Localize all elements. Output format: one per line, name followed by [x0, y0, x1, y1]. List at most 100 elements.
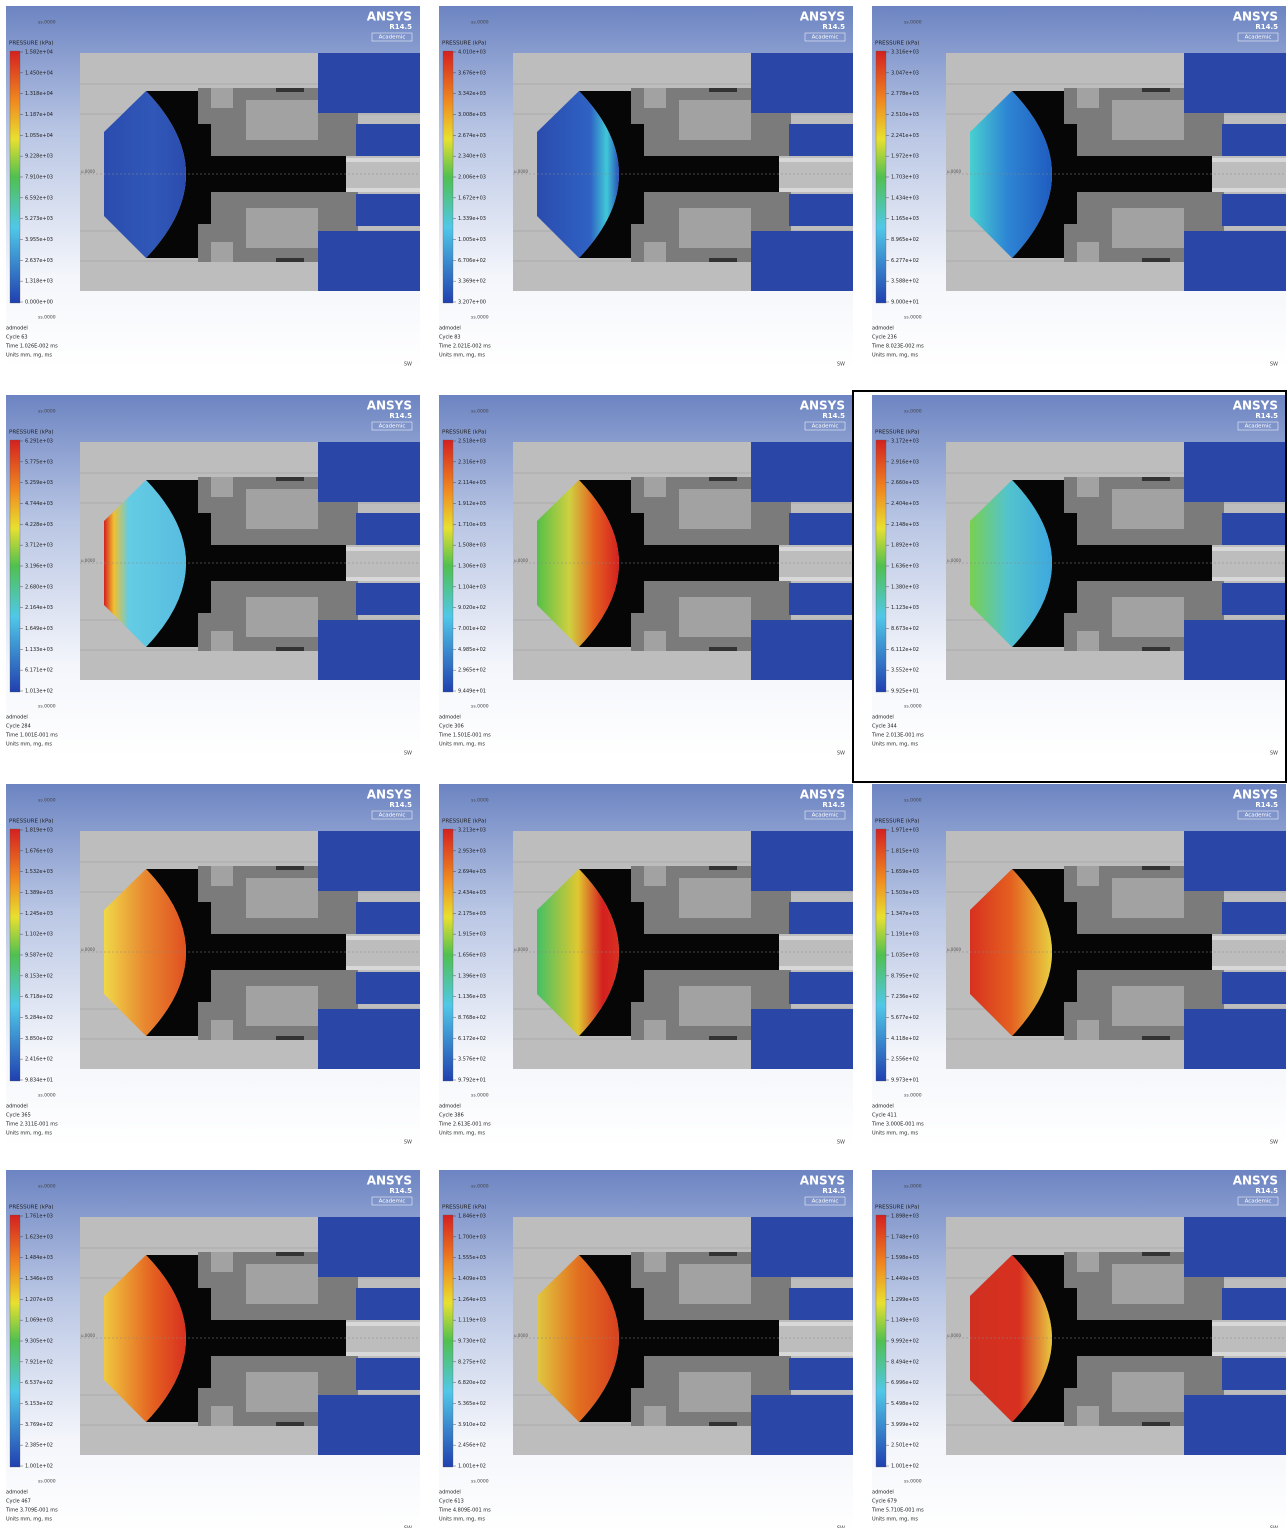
cycle: Cycle 63: [6, 335, 28, 341]
housing-slot: [276, 477, 304, 481]
scale-label: ss.0000: [471, 1093, 489, 1099]
housing-part: [644, 477, 666, 497]
legend-label: 1.710e+03: [458, 522, 486, 528]
housing-slot: [709, 1252, 737, 1256]
legend-label: 1.133e+03: [25, 647, 53, 653]
blue-region: [789, 902, 853, 934]
legend-label: 2.175e+03: [458, 911, 486, 917]
legend-label: 4.985e+02: [458, 647, 486, 653]
housing-part: [1112, 1372, 1184, 1412]
legend-label: 3.369e+02: [458, 279, 486, 285]
view-label: SW: [1270, 1140, 1278, 1146]
scale-label: ss.0000: [471, 1479, 489, 1485]
housing-part: [679, 597, 751, 637]
axis-label: u.0000: [514, 947, 528, 952]
legend-label: 3.172e+03: [891, 439, 919, 445]
blue-region: [1184, 1009, 1286, 1069]
panel: ANSYSR14.5Academicss.0000PRESSURE (kPa)1…: [438, 1170, 853, 1528]
scale-label: ss.0000: [904, 20, 922, 26]
units: Units mm, mg, ms: [6, 353, 52, 359]
brand: ANSYS: [1233, 1174, 1278, 1188]
blue-region: [1184, 620, 1286, 680]
axis-label: u.0000: [947, 947, 961, 952]
axis-label: u.0000: [81, 558, 95, 563]
legend-label: 1.659e+03: [891, 869, 919, 875]
legend-title: PRESSURE (kPa): [9, 41, 54, 47]
blue-region: [789, 1358, 853, 1390]
legend-label: 9.792e+01: [458, 1078, 486, 1084]
legend-label: 2.660e+03: [891, 480, 919, 486]
housing-slot: [1142, 1036, 1170, 1040]
panel: ANSYSR14.5Academicss.0000PRESSURE (kPa)3…: [438, 784, 853, 1146]
blue-region: [356, 1358, 420, 1390]
cycle: Cycle 679: [872, 1499, 897, 1505]
legend-label: 2.694e+03: [458, 869, 486, 875]
housing-part: [211, 477, 233, 497]
version: R14.5: [1255, 23, 1278, 31]
legend-label: 9.834e+01: [25, 1078, 53, 1084]
legend-label: 4.010e+03: [458, 50, 486, 56]
blue-region: [789, 583, 853, 615]
blue-region: [1184, 442, 1286, 502]
blue-region: [318, 53, 420, 113]
brand: ANSYS: [1233, 10, 1278, 24]
housing-slot: [276, 1422, 304, 1426]
blue-region: [318, 231, 420, 291]
legend-label: 9.992e+02: [891, 1339, 919, 1345]
brand: ANSYS: [800, 10, 845, 24]
panel: ANSYSR14.5Academicss.0000PRESSURE (kPa)3…: [871, 6, 1286, 368]
legend-label: 6.706e+02: [458, 258, 486, 264]
model-name: admodel: [6, 326, 28, 332]
brand: ANSYS: [1233, 399, 1278, 413]
housing-slot: [1142, 647, 1170, 651]
blue-region: [356, 513, 420, 545]
legend-label: 1.815e+03: [891, 848, 919, 854]
version: R14.5: [1255, 412, 1278, 420]
housing-slot: [276, 1252, 304, 1256]
brand: ANSYS: [1233, 788, 1278, 802]
legend-label: 1.102e+03: [25, 932, 53, 938]
housing-part: [1112, 878, 1184, 918]
brand: ANSYS: [367, 10, 412, 24]
legend-label: 1.582e+04: [25, 50, 53, 56]
housing-slot: [1142, 477, 1170, 481]
legend-label: 1.264e+03: [458, 1297, 486, 1303]
units: Units mm, mg, ms: [872, 353, 918, 359]
axis-label: u.0000: [81, 169, 95, 174]
housing-slot: [1142, 866, 1170, 870]
view-label: SW: [837, 751, 845, 757]
legend-label: 1.001e+02: [25, 1464, 53, 1470]
blue-region: [356, 194, 420, 226]
version: R14.5: [1255, 1187, 1278, 1195]
units: Units mm, mg, ms: [872, 1131, 918, 1137]
scale-label: ss.0000: [904, 1184, 922, 1190]
legend-label: 7.236e+02: [891, 994, 919, 1000]
legend-label: 7.921e+02: [25, 1359, 53, 1365]
blue-region: [318, 1395, 420, 1455]
legend-label: 1.898e+03: [891, 1214, 919, 1220]
edition: Academic: [812, 1199, 839, 1205]
blue-region: [356, 902, 420, 934]
legend-title: PRESSURE (kPa): [875, 819, 920, 825]
housing-slot: [1142, 1422, 1170, 1426]
housing-slot: [709, 1036, 737, 1040]
scale-label: ss.0000: [38, 1093, 56, 1099]
cycle: Cycle 613: [439, 1499, 464, 1505]
blue-region: [751, 53, 853, 113]
housing-part: [644, 1020, 666, 1040]
legend-label: 1.676e+03: [25, 848, 53, 854]
blue-region: [1222, 1358, 1286, 1390]
housing-part: [679, 878, 751, 918]
housing-part: [211, 242, 233, 262]
legend-label: 1.484e+03: [25, 1255, 53, 1261]
legend-label: 1.503e+03: [891, 890, 919, 896]
housing-part: [1077, 88, 1099, 108]
model-name: admodel: [6, 715, 28, 721]
color-bar: [10, 51, 20, 303]
blue-region: [789, 124, 853, 156]
legend-label: 2.556e+02: [891, 1057, 919, 1063]
blue-region: [1222, 1288, 1286, 1320]
view-label: SW: [404, 362, 412, 368]
legend-label: 1.001e+02: [891, 1464, 919, 1470]
housing-slot: [709, 258, 737, 262]
